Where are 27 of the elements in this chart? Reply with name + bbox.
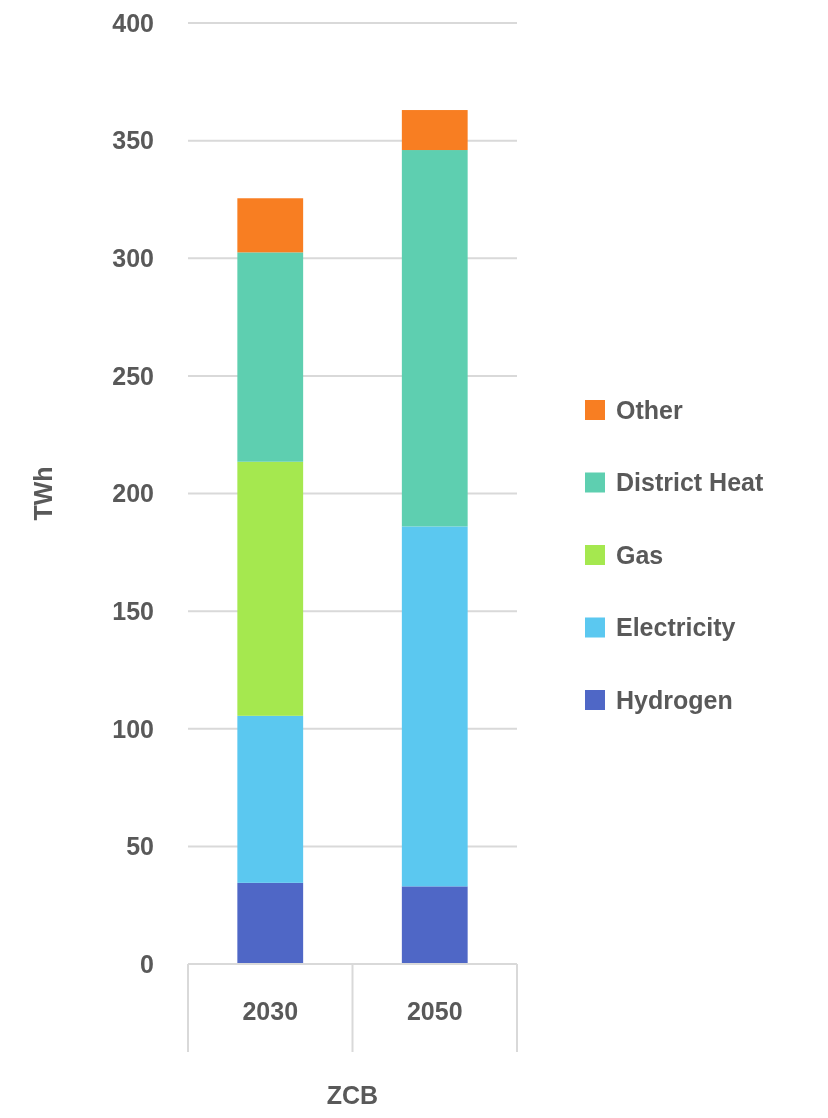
y-tick-label: 0 [140, 949, 154, 978]
y-axis-title: TWh [29, 466, 57, 521]
bar [237, 198, 304, 253]
x-axis-title: ZCB [326, 1081, 379, 1109]
bar [401, 526, 468, 887]
bar [237, 461, 304, 716]
y-tick-label: 200 [112, 479, 154, 508]
y-tick-label: 300 [112, 244, 154, 272]
x-tick-label: 2030 [242, 997, 299, 1025]
legend-label: Electricity [616, 613, 736, 642]
bar [401, 150, 468, 527]
bar [237, 882, 304, 964]
y-tick-label: 100 [112, 714, 154, 743]
y-tick-label: 400 [112, 8, 154, 37]
legend-label: District Heat [616, 468, 764, 497]
y-tick-label: 350 [112, 126, 154, 155]
x-tick-label: 2050 [406, 997, 463, 1025]
y-tick-label: 250 [112, 361, 154, 390]
legend-label: Other [616, 395, 683, 424]
legend-label: Gas [616, 540, 664, 569]
y-tick-label: 150 [112, 596, 154, 625]
legend-label: Hydrogen [616, 685, 733, 714]
bar [237, 252, 304, 462]
bar [401, 110, 468, 151]
y-tick-label: 50 [126, 832, 154, 861]
bar [237, 715, 304, 883]
bar [401, 886, 468, 964]
